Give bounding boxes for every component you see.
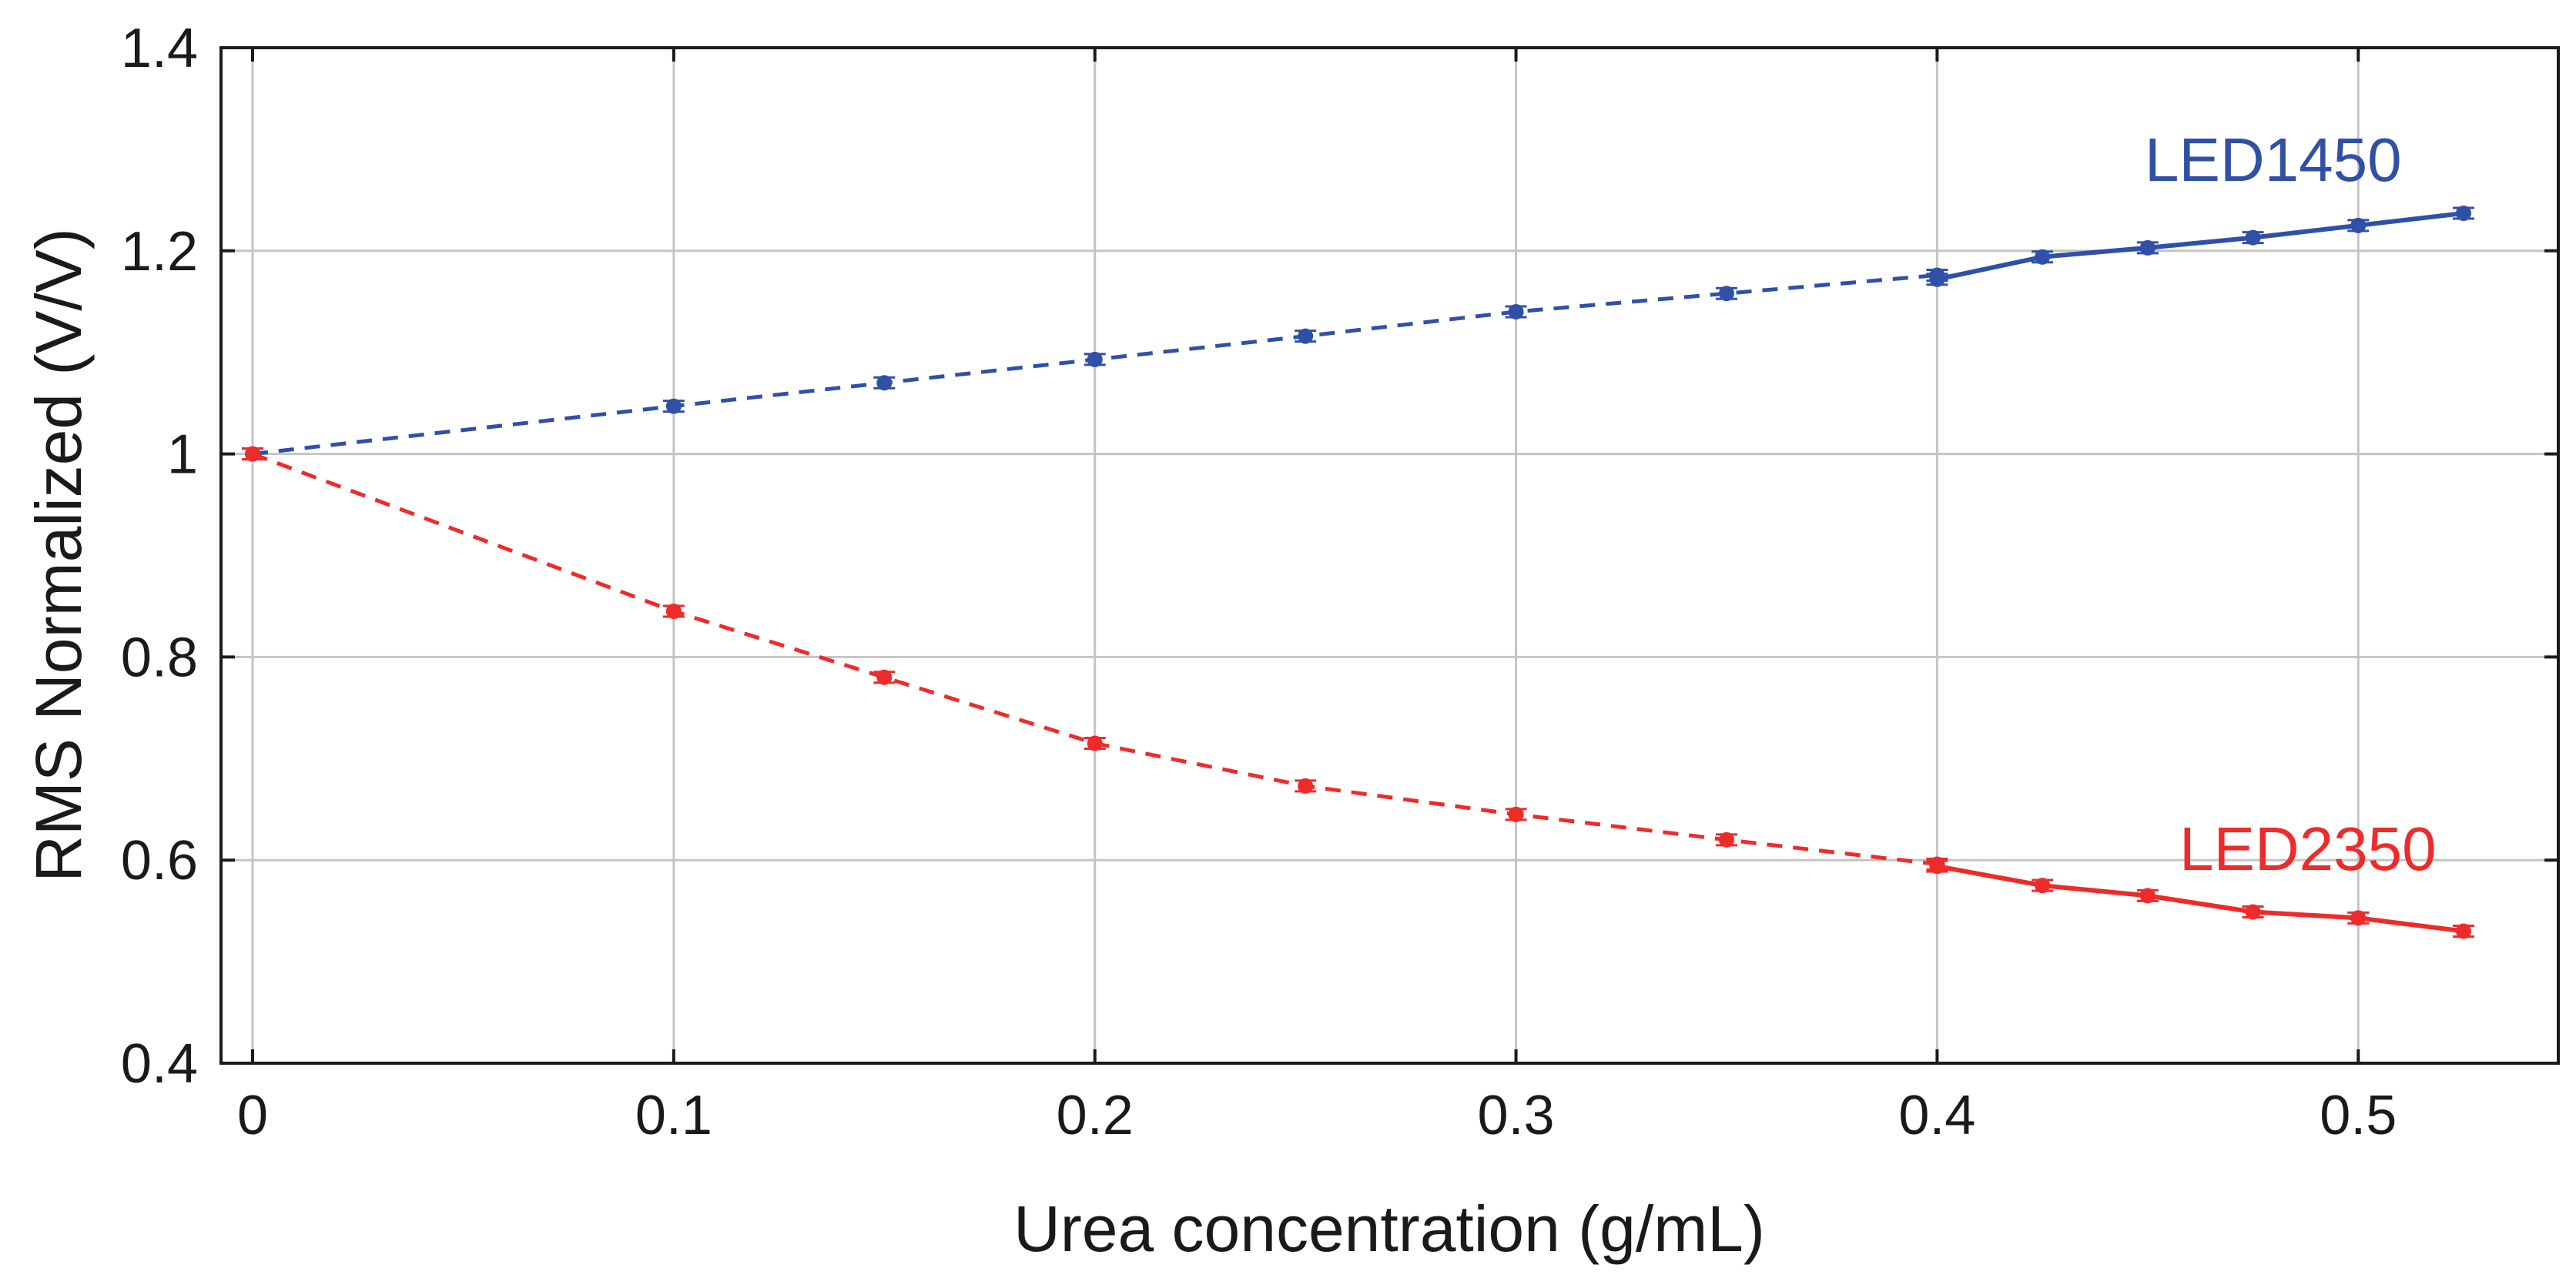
data-point-led1450 [2455,205,2471,221]
data-point-led2350 [2139,888,2156,904]
data-point-led1450 [1087,351,1103,367]
data-point-led2350 [876,669,893,685]
plot-frame [219,46,2560,1065]
data-point-led2350 [1087,735,1103,751]
data-point-led2350 [2035,878,2051,894]
data-point-led1450 [876,375,893,391]
y-tick-label: 0.6 [121,830,198,892]
series-line-dashed-led2350 [252,452,1938,866]
data-point-led1450 [2035,249,2051,265]
data-point-led2350 [1298,778,1314,794]
series-line-dashed-led1450 [252,273,1938,457]
data-point-led1450 [1298,328,1314,344]
x-tick-label: 0.5 [2320,1085,2397,1146]
data-point-led1450 [665,398,682,414]
data-point-led1450 [1929,271,1945,287]
x-tick-label: 0 [237,1085,268,1146]
x-axis-label: Urea concentration (g/mL) [1013,1193,1765,1265]
series-led1450 [242,205,2474,462]
data-point-led2350 [1718,831,1734,848]
data-point-led1450 [2350,217,2367,233]
y-tick-label: 0.4 [121,1033,198,1095]
x-tick-label: 0.1 [635,1085,712,1146]
series-line-solid-led1450 [1936,211,2464,282]
y-tick-label: 1 [167,424,198,486]
x-tick-label: 0.3 [1478,1085,1555,1146]
data-point-led1450 [2139,239,2156,256]
y-tick-label: 1.4 [121,18,198,79]
y-tick-label: 1.2 [121,221,198,283]
series [242,205,2474,939]
data-point-led2350 [245,446,261,462]
series-line-solid-led2350 [1936,864,2464,934]
series-label-led2350: LED2350 [2179,815,2437,883]
series-label-led1450: LED1450 [2145,125,2402,194]
data-point-led2350 [2455,923,2471,939]
data-point-led2350 [1929,858,1945,875]
data-point-led2350 [1508,806,1524,822]
grid [221,46,2558,1065]
y-tick-label: 0.8 [121,627,198,688]
ticks: 0 0.1 0.2 0.3 0.4 0.5 0.4 0.6 0.8 1 1.2 1.4 [121,18,2558,1146]
data-point-led1450 [1508,303,1524,320]
data-point-led1450 [1718,286,1734,302]
y-axis-label: RMS Normalized (V/V) [22,228,95,882]
x-tick-label: 0.2 [1057,1085,1134,1146]
data-point-led2350 [665,604,682,620]
data-point-led2350 [2245,904,2261,920]
data-point-led1450 [2245,229,2261,246]
x-tick-label: 0.4 [1898,1085,1975,1146]
data-point-led2350 [2350,910,2367,926]
series-led2350 [242,446,2474,939]
